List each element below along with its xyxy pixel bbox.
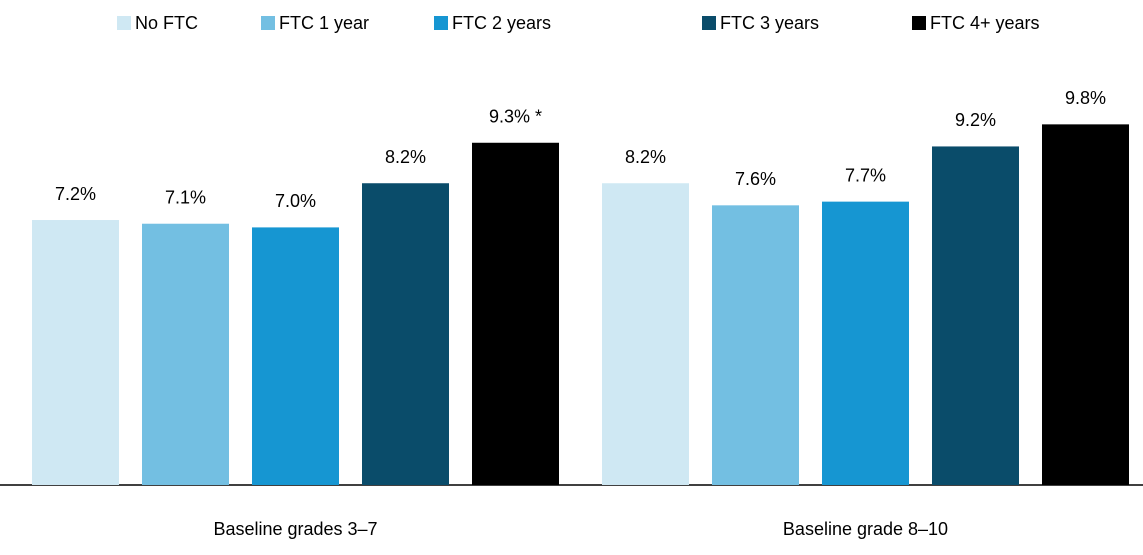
legend-label: FTC 2 years	[452, 13, 551, 33]
x-tick-label: Baseline grades 3–7	[213, 519, 377, 539]
bar	[712, 205, 799, 485]
legend-swatch	[434, 16, 448, 30]
value-label: 7.0%	[275, 191, 316, 211]
bar	[252, 227, 339, 485]
legend-swatch	[117, 16, 131, 30]
value-label: 7.2%	[55, 184, 96, 204]
legend-label: FTC 4+ years	[930, 13, 1040, 33]
bar	[1042, 124, 1129, 486]
value-label: 9.8%	[1065, 88, 1106, 108]
value-label: 9.2%	[955, 110, 996, 130]
value-label: 9.3% *	[489, 107, 542, 127]
legend-swatch	[912, 16, 926, 30]
bar	[32, 220, 119, 486]
legend-swatch	[702, 16, 716, 30]
bar	[822, 201, 909, 485]
bar	[472, 142, 559, 485]
value-label: 7.6%	[735, 169, 776, 189]
value-label: 8.2%	[625, 147, 666, 167]
value-label: 7.7%	[845, 165, 886, 185]
value-label: 7.1%	[165, 187, 206, 207]
bar	[932, 146, 1019, 485]
legend-label: FTC 1 year	[279, 13, 369, 33]
legend-label: FTC 3 years	[720, 13, 819, 33]
x-tick-label: Baseline grade 8–10	[783, 519, 948, 539]
bar	[602, 183, 689, 486]
legend-label: No FTC	[135, 13, 198, 33]
value-label: 8.2%	[385, 147, 426, 167]
bar	[362, 183, 449, 486]
bar	[142, 223, 229, 485]
legend-swatch	[261, 16, 275, 30]
